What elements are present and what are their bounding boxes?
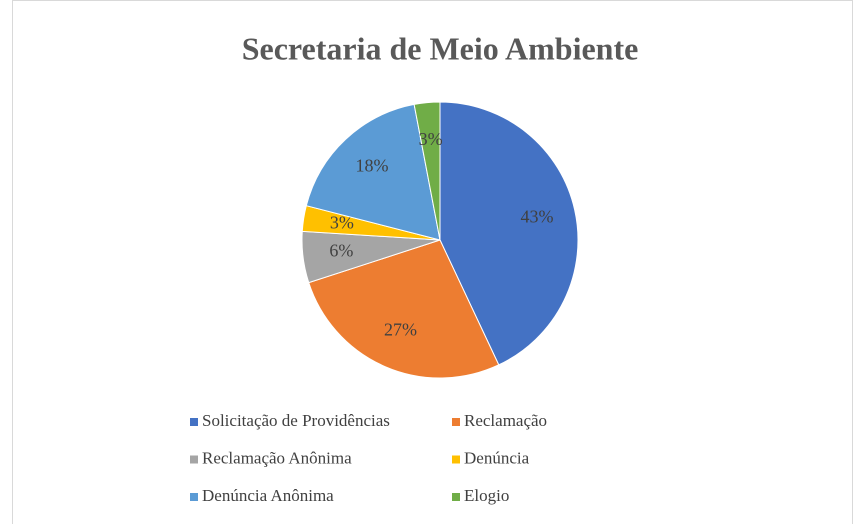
pie-slice [413, 101, 441, 241]
legend-swatch [190, 493, 198, 501]
pie-slice [308, 239, 500, 379]
legend-label: Reclamação [464, 411, 547, 430]
legend-label: Solicitação de Providências [202, 411, 390, 430]
legend-swatch [452, 455, 460, 464]
data-label: 3% [330, 213, 354, 233]
legend-swatch [190, 455, 198, 464]
legend-label: Elogio [464, 486, 509, 505]
legend-label: Denúncia [464, 448, 530, 467]
pie-slice [305, 103, 441, 241]
chart-title: Secretaria de Meio Ambiente [242, 30, 639, 66]
data-label: 18% [355, 156, 388, 176]
pie-slice [439, 101, 579, 366]
legend-label: Denúncia Anônima [202, 486, 334, 505]
legend-label: Reclamação Anônima [202, 448, 352, 467]
legend-swatch [452, 493, 460, 501]
data-label: 27% [384, 319, 417, 339]
legend-swatch [190, 418, 198, 426]
data-label: 43% [520, 206, 553, 226]
data-label: 6% [329, 241, 353, 261]
legend-swatch [452, 418, 460, 426]
data-label: 3% [419, 129, 443, 149]
